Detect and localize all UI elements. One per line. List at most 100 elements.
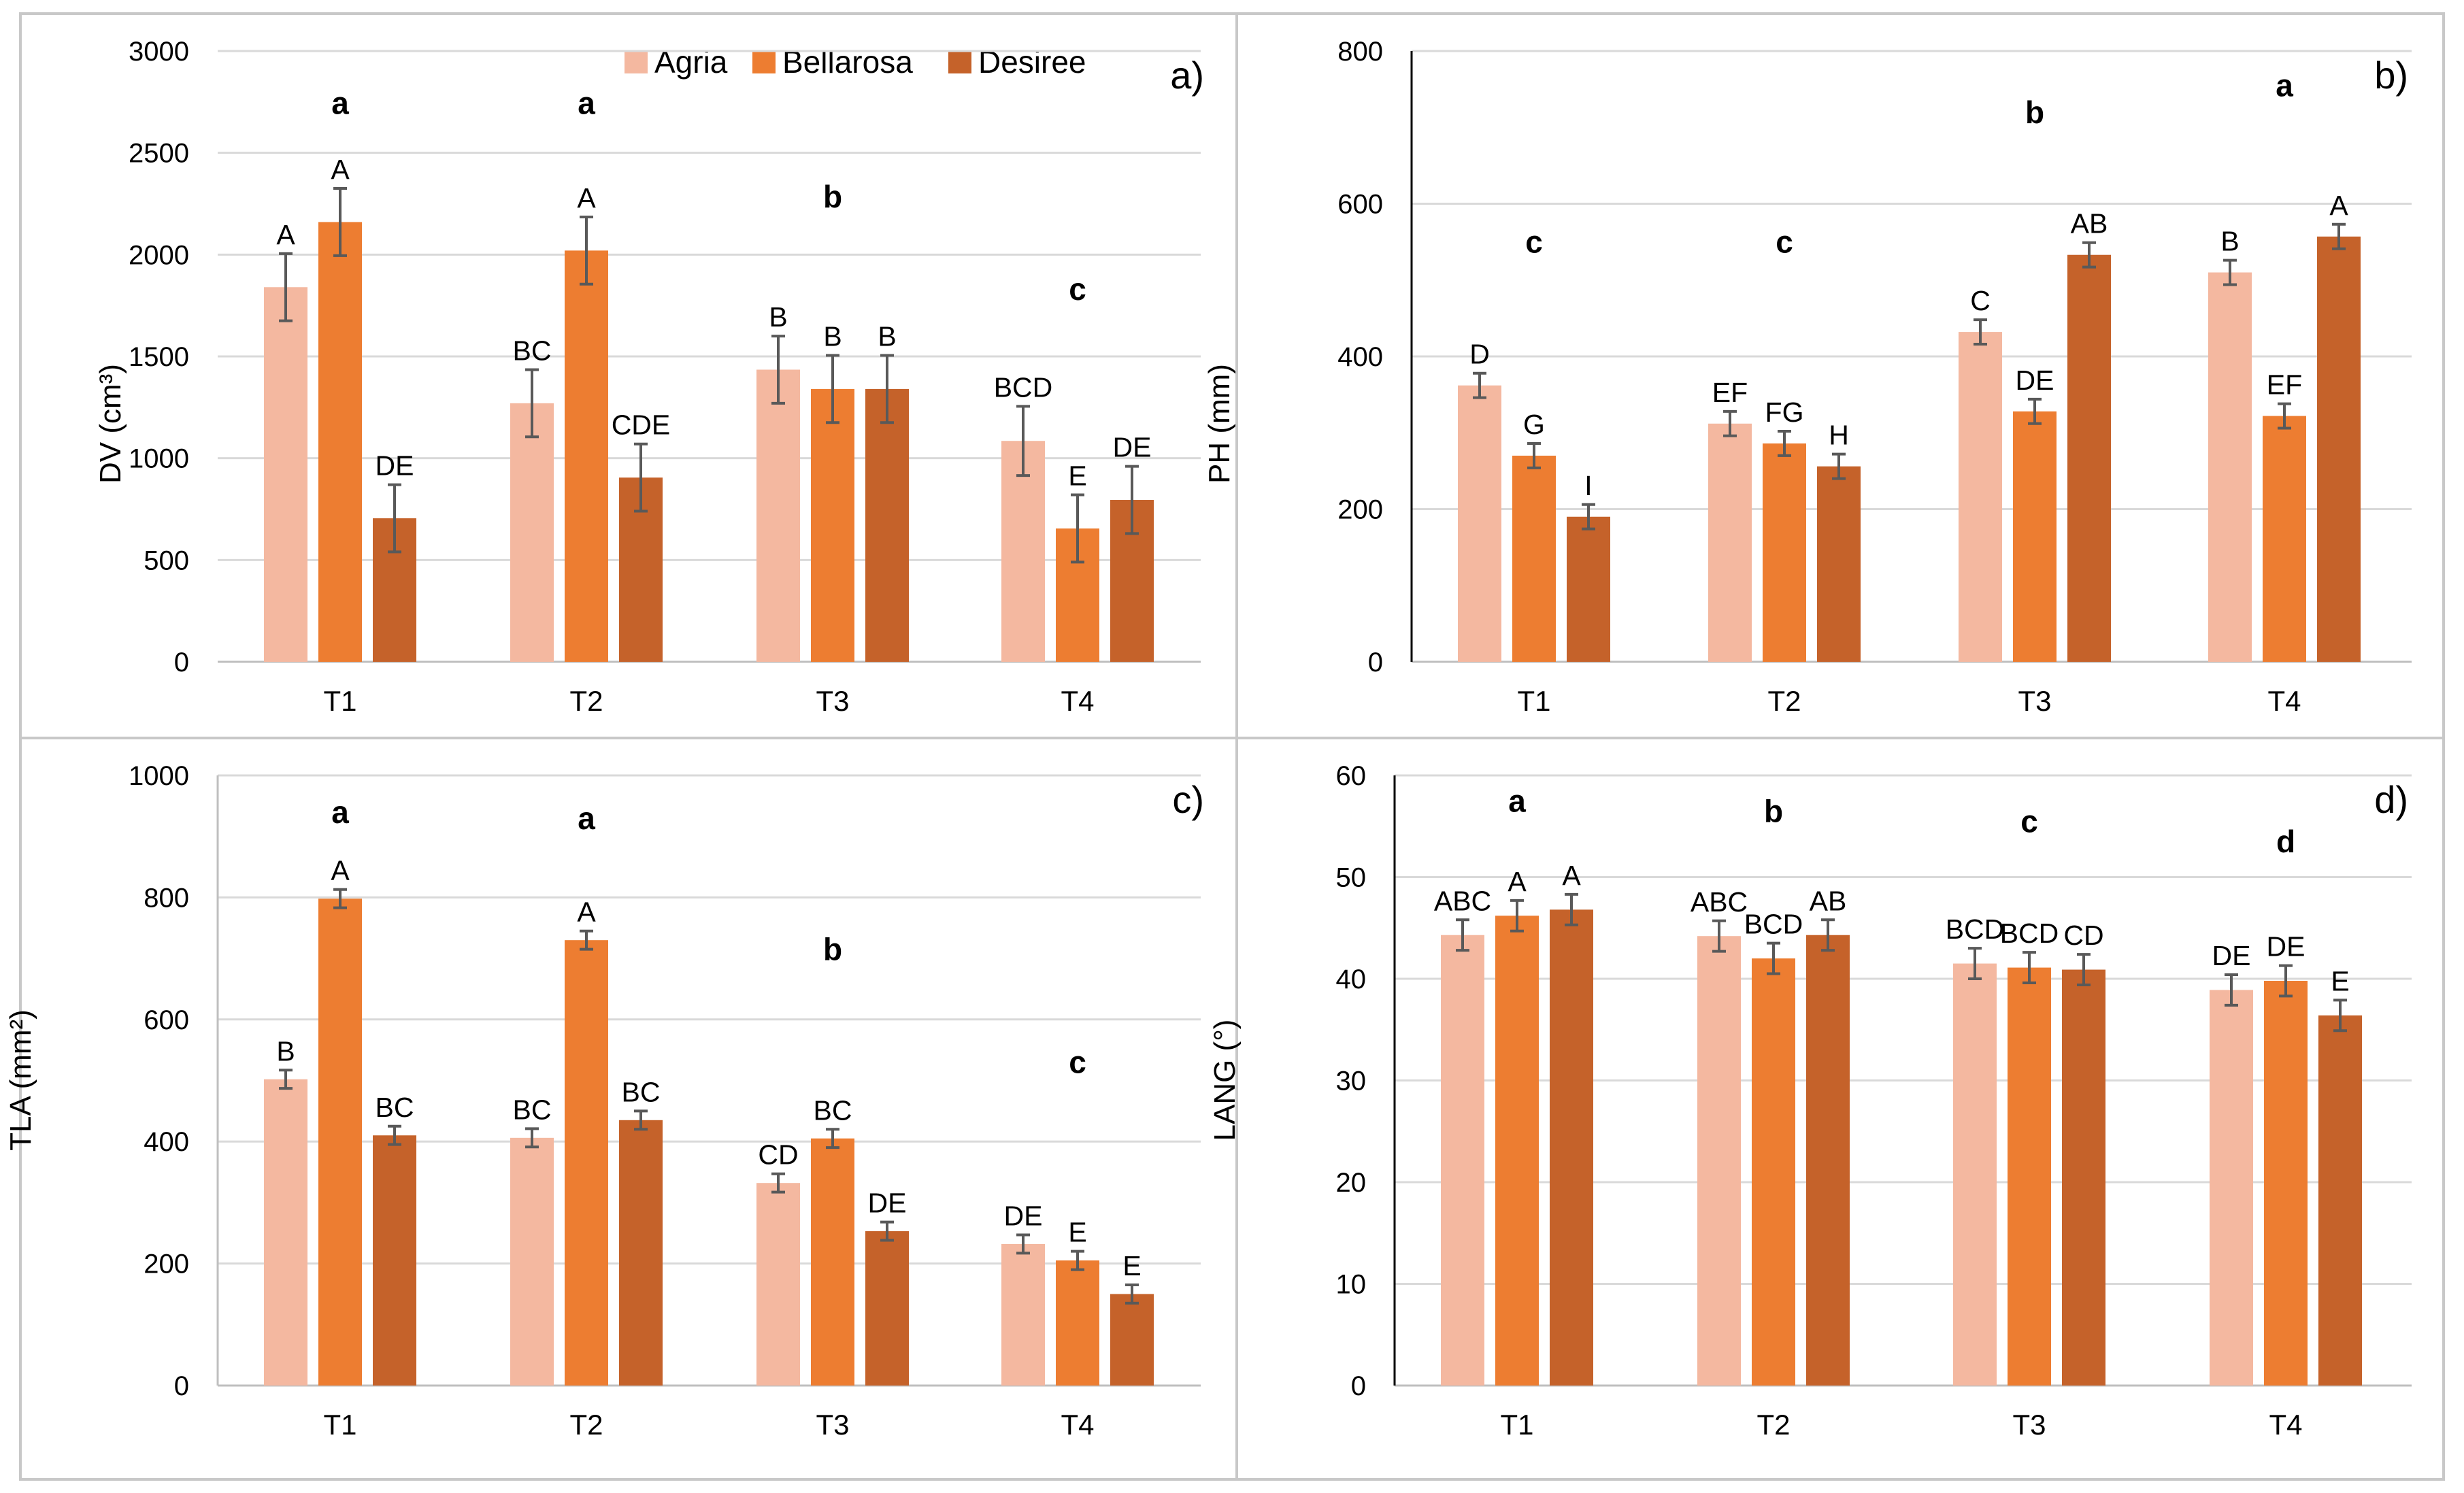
dv-y-tick-label: 3000 <box>129 37 189 67</box>
lang-bar-bellarosa-t3 <box>2008 967 2051 1386</box>
ph-significance-letter: EF <box>1712 377 1748 408</box>
chart-ph: 0 200 400 600 800 PH (mm) b) D G Ic T1 EF FG Hc T2 C DE A… <box>1203 37 2412 717</box>
lang-bar-bellarosa-t2 <box>1752 958 1795 1386</box>
ph-group-letter: c <box>1525 224 1543 260</box>
legend-swatch-agria <box>625 50 648 73</box>
dv-significance-letter: A <box>276 219 295 250</box>
legend-swatch-bellarosa <box>752 50 776 73</box>
ph-significance-letter: AB <box>2071 208 2108 239</box>
tla-y-tick-label: 200 <box>144 1249 189 1279</box>
lang-bar-bellarosa-t4 <box>2264 980 2308 1386</box>
dv-category-label: T3 <box>816 685 849 717</box>
dv-bar-bellarosa-t3 <box>811 388 854 662</box>
tla-bar-agria-t4 <box>1001 1243 1045 1386</box>
ph-significance-letter: I <box>1584 470 1592 501</box>
tla-y-tick-label: 0 <box>174 1371 189 1401</box>
ph-y-tick-label: 800 <box>1337 37 1383 67</box>
ph-bar-agria-t2 <box>1708 423 1752 662</box>
dv-bar-bellarosa-t1 <box>318 222 362 662</box>
ph-bar-agria-t1 <box>1458 385 1501 662</box>
lang-bar-desiree-t1 <box>1550 909 1593 1386</box>
ph-category-label: T3 <box>2018 685 2051 717</box>
lang-panel-label: d) <box>2374 778 2408 821</box>
dv-category-label: T4 <box>1061 685 1094 717</box>
dv-significance-letter: A <box>577 182 596 214</box>
tla-group-letter: c <box>1069 1045 1086 1080</box>
lang-category-label: T1 <box>1500 1409 1533 1441</box>
tla-category-label: T3 <box>816 1409 849 1441</box>
ph-bar-desiree-t2 <box>1817 466 1861 662</box>
lang-y-tick-label: 40 <box>1336 964 1367 994</box>
lang-bar-agria-t1 <box>1441 935 1484 1386</box>
ph-significance-letter: DE <box>2016 365 2054 396</box>
ph-significance-letter: FG <box>1765 397 1804 428</box>
tla-significance-letter: E <box>1068 1217 1086 1248</box>
ph-bar-desiree-t4 <box>2317 236 2361 662</box>
tla-y-tick-label: 800 <box>144 883 189 913</box>
tla-significance-letter: E <box>1122 1250 1141 1281</box>
ph-significance-letter: A <box>2329 190 2348 221</box>
lang-y-tick-label: 0 <box>1351 1371 1366 1401</box>
ph-category-label: T1 <box>1517 685 1550 717</box>
ph-significance-letter: C <box>1970 285 1991 316</box>
tla-y-axis-title: TLA (mm²) <box>4 1009 37 1151</box>
lang-y-tick-label: 20 <box>1336 1168 1367 1198</box>
lang-y-tick-label: 30 <box>1336 1067 1367 1096</box>
tla-bar-agria-t3 <box>756 1183 800 1386</box>
lang-y-axis-title: LANG (°) <box>1208 1020 1242 1141</box>
tla-bar-desiree-t4 <box>1110 1294 1154 1386</box>
tla-significance-letter: BC <box>376 1092 414 1123</box>
dv-significance-letter: B <box>823 321 842 352</box>
lang-significance-letter: BCD <box>2000 918 2059 949</box>
tla-significance-letter: BC <box>814 1094 852 1126</box>
tla-significance-letter: BC <box>622 1076 661 1107</box>
ph-significance-letter: D <box>1469 339 1490 370</box>
dv-significance-letter: E <box>1068 460 1086 492</box>
tla-group-letter: a <box>578 801 595 836</box>
tla-bar-bellarosa-t4 <box>1056 1260 1099 1386</box>
ph-bar-bellarosa-t3 <box>2013 411 2057 662</box>
legend-label-bellarosa: Bellarosa <box>782 44 913 80</box>
dv-category-label: T2 <box>569 685 603 717</box>
legend-label-agria: Agria <box>654 44 728 80</box>
lang-significance-letter: DE <box>2267 931 2305 962</box>
dv-y-tick-label: 0 <box>174 648 189 677</box>
ph-bar-desiree-t1 <box>1567 516 1610 662</box>
dv-bar-desiree-t3 <box>865 388 909 662</box>
dv-y-tick-label: 2000 <box>129 240 189 270</box>
ph-bar-agria-t4 <box>2208 272 2252 662</box>
lang-bar-agria-t3 <box>1953 963 1997 1386</box>
tla-bar-desiree-t2 <box>619 1120 663 1386</box>
dv-group-letter: c <box>1069 271 1086 307</box>
dv-significance-letter: B <box>878 321 896 352</box>
ph-category-label: T2 <box>1767 685 1801 717</box>
tla-significance-letter: B <box>276 1035 295 1067</box>
tla-significance-letter: CD <box>758 1139 798 1171</box>
dv-y-tick-label: 1000 <box>129 444 189 474</box>
ph-group-letter: c <box>1776 224 1793 260</box>
lang-significance-letter: ABC <box>1434 885 1491 916</box>
tla-bar-agria-t2 <box>510 1137 554 1386</box>
ph-category-label: T4 <box>2267 685 2301 717</box>
ph-significance-letter: B <box>2220 226 2239 257</box>
lang-y-tick-label: 10 <box>1336 1270 1367 1300</box>
ph-bar-desiree-t3 <box>2067 254 2111 662</box>
lang-group-letter: c <box>2020 803 2038 839</box>
ph-significance-letter: EF <box>2267 369 2302 401</box>
figure-border <box>19 12 2445 1481</box>
lang-significance-letter: DE <box>2212 940 2251 971</box>
dv-bar-agria-t3 <box>756 369 800 662</box>
lang-significance-letter: A <box>1508 866 1527 897</box>
ph-bar-bellarosa-t2 <box>1763 443 1806 662</box>
dv-bar-agria-t2 <box>510 403 554 662</box>
ph-y-tick-label: 400 <box>1337 342 1383 372</box>
tla-bar-desiree-t3 <box>865 1231 909 1386</box>
tla-bar-bellarosa-t1 <box>318 899 362 1386</box>
tla-significance-letter: BC <box>513 1094 552 1125</box>
legend-label-desiree: Desiree <box>978 44 1086 80</box>
tla-panel-label: c) <box>1172 778 1204 821</box>
dv-group-letter: a <box>331 85 349 120</box>
tla-group-letter: a <box>331 794 349 830</box>
